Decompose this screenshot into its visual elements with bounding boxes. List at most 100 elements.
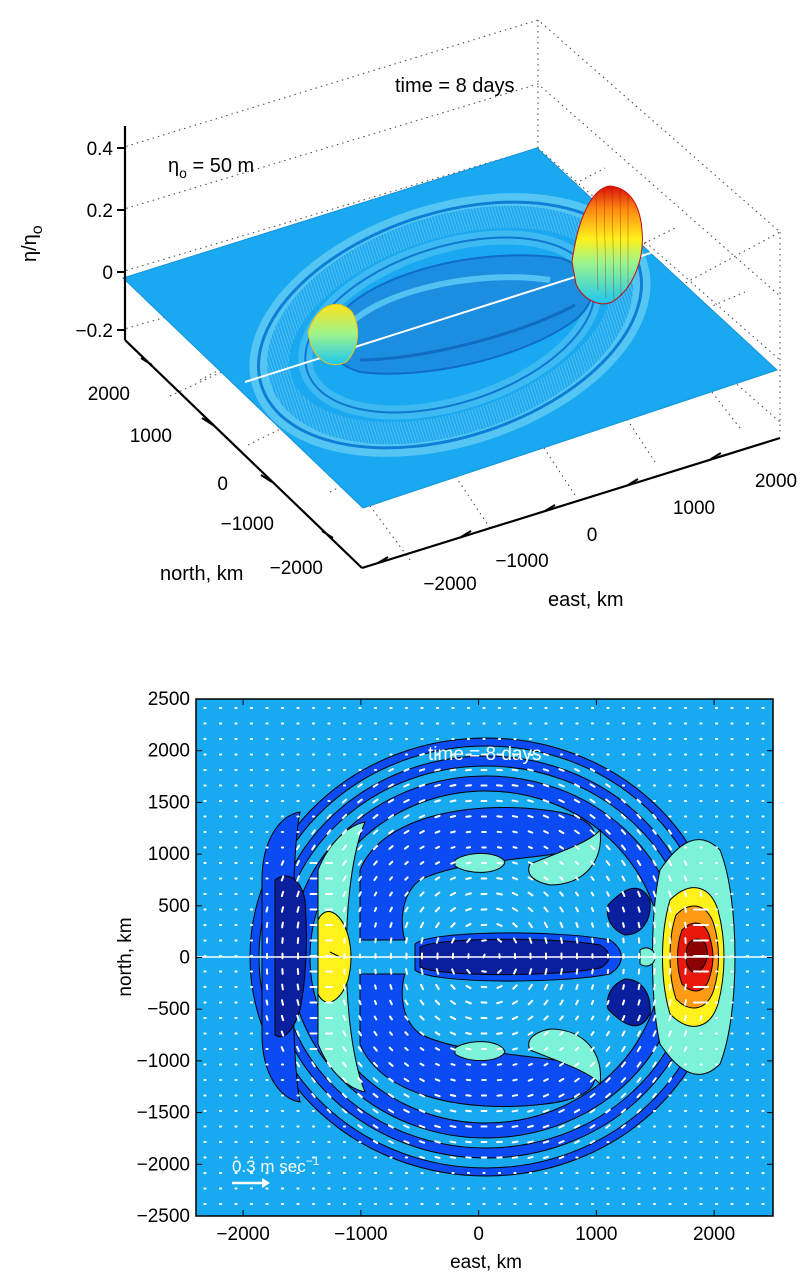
velocity-vector: [668, 999, 672, 1006]
velocity-vector: [559, 937, 564, 944]
velocity-vector: [372, 1077, 379, 1083]
velocity-vector: [637, 906, 641, 913]
velocity-vector: [403, 798, 410, 804]
velocity-vector: [465, 876, 472, 881]
velocity-vector: [652, 1045, 657, 1053]
velocity-vector: [434, 1156, 441, 1159]
velocity-vector: [405, 937, 408, 944]
velocity-vector: [605, 1046, 611, 1052]
velocity-vector: [372, 813, 379, 820]
velocity-vector: [465, 799, 472, 803]
velocity-vector: [605, 1108, 611, 1114]
velocity-vector: [511, 815, 519, 818]
velocity-vector: [419, 1047, 425, 1051]
velocity-vector: [605, 844, 611, 851]
velocity-vector: [636, 1030, 642, 1037]
velocity-vector: [481, 970, 487, 973]
contour-y-ticks: 2500 2000 1500 1000 500 0 −500 −1000 −1500 −2000 −…: [137, 689, 773, 1227]
velocity-vector: [527, 861, 534, 865]
velocity-vector: [527, 1124, 534, 1129]
velocity-vector: [342, 999, 347, 1006]
velocity-vector: [357, 1030, 363, 1037]
velocity-vector: [418, 1140, 426, 1144]
velocity-vector: [511, 768, 519, 772]
velocity-vector: [542, 1124, 550, 1129]
velocity-vector: [295, 859, 301, 867]
velocity-vector: [527, 1047, 534, 1051]
velocity-vector: [668, 1014, 672, 1022]
velocity-vector: [387, 1124, 395, 1129]
velocity-vector: [450, 830, 456, 834]
velocity-vector: [636, 1092, 642, 1099]
velocity-vector: [389, 1031, 393, 1036]
velocity-vector: [419, 1155, 425, 1160]
velocity-vector: [465, 922, 472, 928]
y-tick: −1000: [221, 514, 274, 535]
velocity-vector: [575, 983, 579, 991]
velocity-vector: [683, 875, 688, 882]
velocity-vector: [434, 1109, 441, 1113]
velocity-vector: [449, 891, 457, 897]
velocity-vector: [699, 891, 703, 897]
velocity-vector: [403, 783, 410, 788]
velocity-vector: [388, 845, 394, 850]
velocity-vector: [543, 752, 549, 757]
velocity-vector: [636, 1061, 642, 1068]
velocity-vector: [449, 1000, 457, 1005]
velocity-vector: [341, 829, 348, 835]
velocity-vector: [357, 813, 363, 820]
velocity-vector: [404, 1015, 409, 1021]
velocity-vector: [574, 845, 580, 850]
velocity-vector: [527, 876, 534, 881]
velocity-vector: [683, 890, 688, 898]
velocity-vector: [434, 1015, 441, 1021]
velocity-vector: [496, 892, 503, 896]
velocity-vector: [511, 1094, 519, 1097]
surface-western-bump: [307, 303, 359, 366]
y-tick: −2000: [270, 558, 323, 579]
velocity-vector: [575, 876, 579, 881]
velocity-vector: [326, 1092, 332, 1099]
velocity-vector: [389, 968, 393, 975]
velocity-vector: [497, 969, 502, 974]
velocity-vector: [527, 1109, 534, 1113]
velocity-vector: [620, 813, 627, 820]
velocity-vector: [372, 783, 379, 788]
velocity-vector: [511, 1156, 519, 1159]
velocity-vector: [558, 1155, 565, 1160]
velocity-vector: [466, 968, 471, 975]
surface-plot: 0.4 0.2 0 −0.2 2000 1000 0 −1000 −2000 −…: [19, 19, 797, 611]
velocity-vector: [434, 876, 441, 881]
velocity-vector: [465, 1109, 472, 1113]
velocity-vector: [667, 1077, 673, 1083]
velocity-vector: [450, 1063, 456, 1066]
velocity-vector: [591, 968, 594, 975]
velocity-vector: [418, 1093, 426, 1098]
velocity-vector: [420, 937, 424, 944]
velocity-vector: [620, 1077, 627, 1083]
velocity-vector: [527, 753, 534, 756]
velocity-vector: [296, 890, 300, 898]
velocity-vector: [683, 1014, 688, 1022]
velocity-vector: [511, 753, 519, 756]
velocity-vector: [605, 798, 611, 804]
velocity-vector: [683, 1030, 688, 1037]
velocity-vector: [419, 891, 425, 897]
z-tick: 0: [102, 263, 113, 284]
velocity-vector: [373, 860, 378, 866]
velocity-vector: [589, 1108, 596, 1114]
velocity-vector: [620, 844, 627, 851]
velocity-vector: [621, 875, 626, 882]
velocity-vector: [590, 922, 595, 928]
velocity-vector: [605, 829, 611, 835]
velocity-vector: [280, 906, 285, 913]
velocity-vector: [559, 906, 564, 913]
velocity-vector: [512, 1047, 518, 1051]
velocity-vector: [419, 845, 425, 850]
velocity-vector: [558, 1093, 565, 1098]
velocity-vector: [450, 922, 456, 928]
velocity-vector: [342, 1045, 347, 1053]
velocity-vector: [622, 984, 625, 990]
velocity-vector: [542, 1093, 550, 1098]
velocity-vector: [652, 1061, 657, 1068]
